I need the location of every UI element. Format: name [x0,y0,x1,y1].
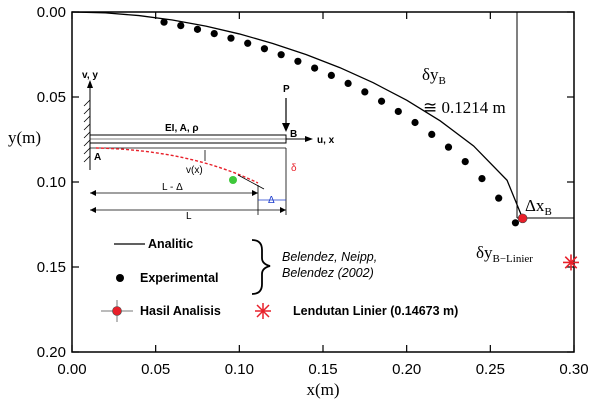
delta-yb-value: ≅ 0.1214 m [423,98,506,117]
experimental-point [210,29,218,38]
y-tick-label: 0.00 [37,4,66,21]
experimental-point [277,51,285,59]
y-tick-label: 0.10 [37,174,66,191]
experimental-point [377,97,386,105]
legend-hasil-label: Hasil Analisis [140,304,221,318]
experimental-point [361,88,369,96]
dim-l-arrow-l [90,207,96,213]
inset-v-axis-label: v, y [82,70,98,81]
hasil-analisis-point [517,213,528,224]
load-arrow-head [282,123,290,132]
dim-l-arrow-r [280,207,286,213]
legend-reference-line-2: Belendez (2002) [282,266,374,280]
inset-big-delta-label: Δ [268,195,275,206]
legend-analitic-label: Analitic [148,237,193,251]
dim-l-minus-delta-arrow-r [252,190,258,196]
experimental-point [428,130,436,138]
inset-props-label: EI, A, ρ [165,123,199,134]
delta-yb-label: δyB [422,65,446,87]
lendutan-linier-star [563,254,579,271]
delta-xb-label: ΔxB [525,196,552,218]
experimental-point [511,219,520,227]
series-markers [517,213,579,271]
legend-hasil-swatch-dot [112,306,122,316]
experimental-point [311,64,319,72]
inset-delta-label: δ [291,163,297,174]
inset-u-axis-arrow [305,136,313,142]
delta-yb-linier-symbol: δy [476,243,493,262]
experimental-point [394,107,402,116]
delta-yb-linier-subscript: B−Linier [493,253,534,265]
inset-u-axis-label: u, x [317,135,335,146]
experimental-point [444,143,453,151]
experimental-point [193,25,202,33]
y-tick-label: 0.15 [37,259,66,276]
x-tick-label: 0.30 [559,361,588,378]
delta-yb-linier-label: δyB−Linier [476,243,533,265]
legend-lendutan-swatch [255,303,271,319]
experimental-point [344,79,352,87]
delta-xb-subscript: B [544,206,551,218]
x-axis-title: x(m) [306,380,339,399]
experimental-point [160,18,168,26]
legend-lendutan-label: Lendutan Linier (0.14673 m) [293,304,458,318]
x-tick-label: 0.05 [141,361,170,378]
analitic-line [71,11,524,219]
inset-vx-label: v(x) [186,165,203,176]
x-tick-label: 0.25 [476,361,505,378]
experimental-point [478,175,486,183]
deflection-tangent [237,174,265,190]
dim-l-minus-delta-arrow-l [90,190,96,196]
experimental-point [294,57,302,65]
series-analitic [71,11,524,219]
delta-yb-symbol: δy [422,65,439,84]
series-experimental [160,18,520,227]
experimental-point [260,45,269,53]
inset-len-short-label: L - Δ [162,182,183,193]
experimental-point [177,22,185,30]
delta-xb-symbol: Δx [525,196,545,215]
y-tick-label: 0.20 [37,344,66,361]
beam-diagram-inset: v, y EI, A, ρ u, x A B P v(x) δ Δ [82,70,335,222]
x-tick-label: 0.00 [57,361,86,378]
legend-experimental-swatch [116,274,124,282]
experimental-point [411,118,419,127]
x-tick-label: 0.15 [308,361,337,378]
deflected-beam-curve [95,147,259,184]
inset-point-b: B [290,129,297,140]
experimental-point [461,158,469,166]
inset-green-point [229,176,237,184]
experimental-point [244,39,252,47]
legend: Analitic Experimental Belendez, Neipp, B… [101,237,458,322]
inset-point-a: A [94,152,101,163]
inset-v-axis-arrow [87,80,93,88]
inset-len-label: L [186,211,192,222]
delta-yb-subscript: B [439,75,446,87]
experimental-point [495,194,503,202]
experimental-point [227,34,235,42]
legend-reference-line-1: Belendez, Neipp, [282,250,377,264]
y-axis-ticks: 0.00 0.05 0.10 0.15 0.20 [37,4,574,361]
legend-experimental-label: Experimental [140,271,219,285]
legend-brace [251,239,271,295]
experimental-point [327,71,335,80]
y-tick-label: 0.05 [37,89,66,106]
inset-load-label: P [283,84,290,95]
wall-hatch [83,99,91,163]
x-tick-label: 0.20 [392,361,421,378]
y-axis-title: y(m) [8,128,41,147]
x-tick-label: 0.10 [225,361,254,378]
x-axis-ticks: 0.00 0.05 0.10 0.15 0.20 0.25 0.30 [57,12,589,378]
plot-frame [71,11,575,353]
